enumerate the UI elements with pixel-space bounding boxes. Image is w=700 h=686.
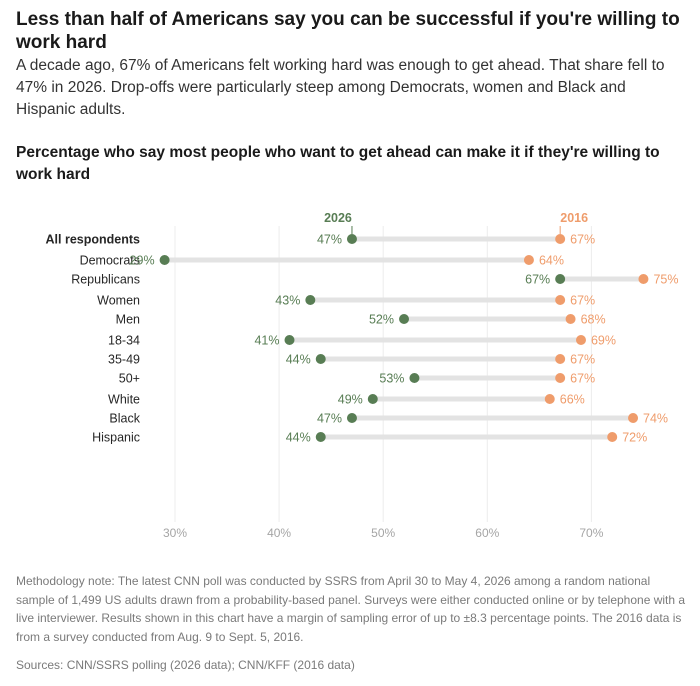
value-label-2016: 67% [570,233,595,247]
value-label-2016: 75% [653,273,678,287]
grid-layer [174,226,592,522]
value-label-2026: 53% [379,372,404,386]
series-label-2016: 2016 [560,211,588,225]
value-label-2016: 67% [570,353,595,367]
point-2026 [159,255,170,265]
sources-note: Sources: CNN/SSRS polling (2026 data); C… [16,658,355,672]
value-label-2026: 43% [275,294,300,308]
point-2016 [544,394,555,404]
value-label-2026: 47% [317,233,342,247]
category-label: 18-34 [108,334,140,348]
x-tick-label: 40% [267,526,291,540]
point-2026 [315,354,326,364]
category-label: 35-49 [108,353,140,367]
point-2026 [284,335,295,345]
point-2026 [367,394,378,404]
category-label: Hispanic [92,431,140,445]
point-2026 [409,373,420,383]
value-label-2026: 52% [369,313,394,327]
point-2016 [555,373,566,383]
category-labels: All respondents Democrats Republicans Women… [46,233,141,445]
x-tick-label: 70% [579,526,603,540]
category-label: Democrats [80,254,140,268]
series-label-2026: 2026 [324,211,352,225]
point-2026 [346,234,357,244]
point-2016 [523,255,534,265]
chart-title: Less than half of Americans say you can … [16,9,680,53]
series-labels: 2026 2016 [324,211,588,234]
point-2026 [399,314,410,324]
value-label-2026: 49% [338,393,363,407]
value-label-2016: 72% [622,431,647,445]
chart-description: A decade ago, 67% of Americans felt work… [16,57,665,118]
value-label-2026: 29% [130,254,155,268]
data-points [159,234,649,442]
point-2026 [305,295,316,305]
point-2016 [555,354,566,364]
data-labels: 47% 67% 29% 64% 67% 75% 43% 67% 52% 68% 41% 69% 44% 6… [130,233,679,445]
category-label: White [108,393,140,407]
value-label-2026: 67% [525,273,550,287]
point-2026 [555,274,566,284]
x-tick-label: 30% [163,526,187,540]
point-2026 [315,432,326,442]
category-label: Republicans [71,273,140,287]
point-2016 [565,314,576,324]
methodology-note: Methodology note: The latest CNN poll wa… [16,574,686,644]
value-label-2016: 68% [581,313,606,327]
chart-subtitle: Percentage who say most people who want … [16,144,660,183]
x-tick-label: 60% [475,526,499,540]
value-label-2026: 41% [254,334,279,348]
value-label-2016: 64% [539,254,564,268]
value-label-2016: 66% [560,393,585,407]
value-label-2016: 67% [570,372,595,386]
category-label: All respondents [46,233,141,247]
category-label: 50+ [119,372,140,386]
category-label: Women [97,294,140,308]
value-label-2016: 69% [591,334,616,348]
point-2016 [555,234,566,244]
value-label-2016: 67% [570,294,595,308]
point-2016 [555,295,566,305]
point-2016 [628,413,639,423]
value-label-2026: 44% [286,431,311,445]
x-axis-ticks: 30% 40% 50% 60% 70% [163,526,604,540]
category-label: Men [116,313,140,327]
dumbbell-chart: All respondents Democrats Republicans Women… [46,211,679,540]
value-label-2016: 74% [643,412,668,426]
value-label-2026: 44% [286,353,311,367]
value-label-2026: 47% [317,412,342,426]
category-label: Black [109,412,140,426]
point-2016 [638,274,649,284]
connector-layer [164,236,644,440]
point-2016 [575,335,586,345]
x-tick-label: 50% [371,526,395,540]
point-2016 [607,432,618,442]
point-2026 [346,413,357,423]
